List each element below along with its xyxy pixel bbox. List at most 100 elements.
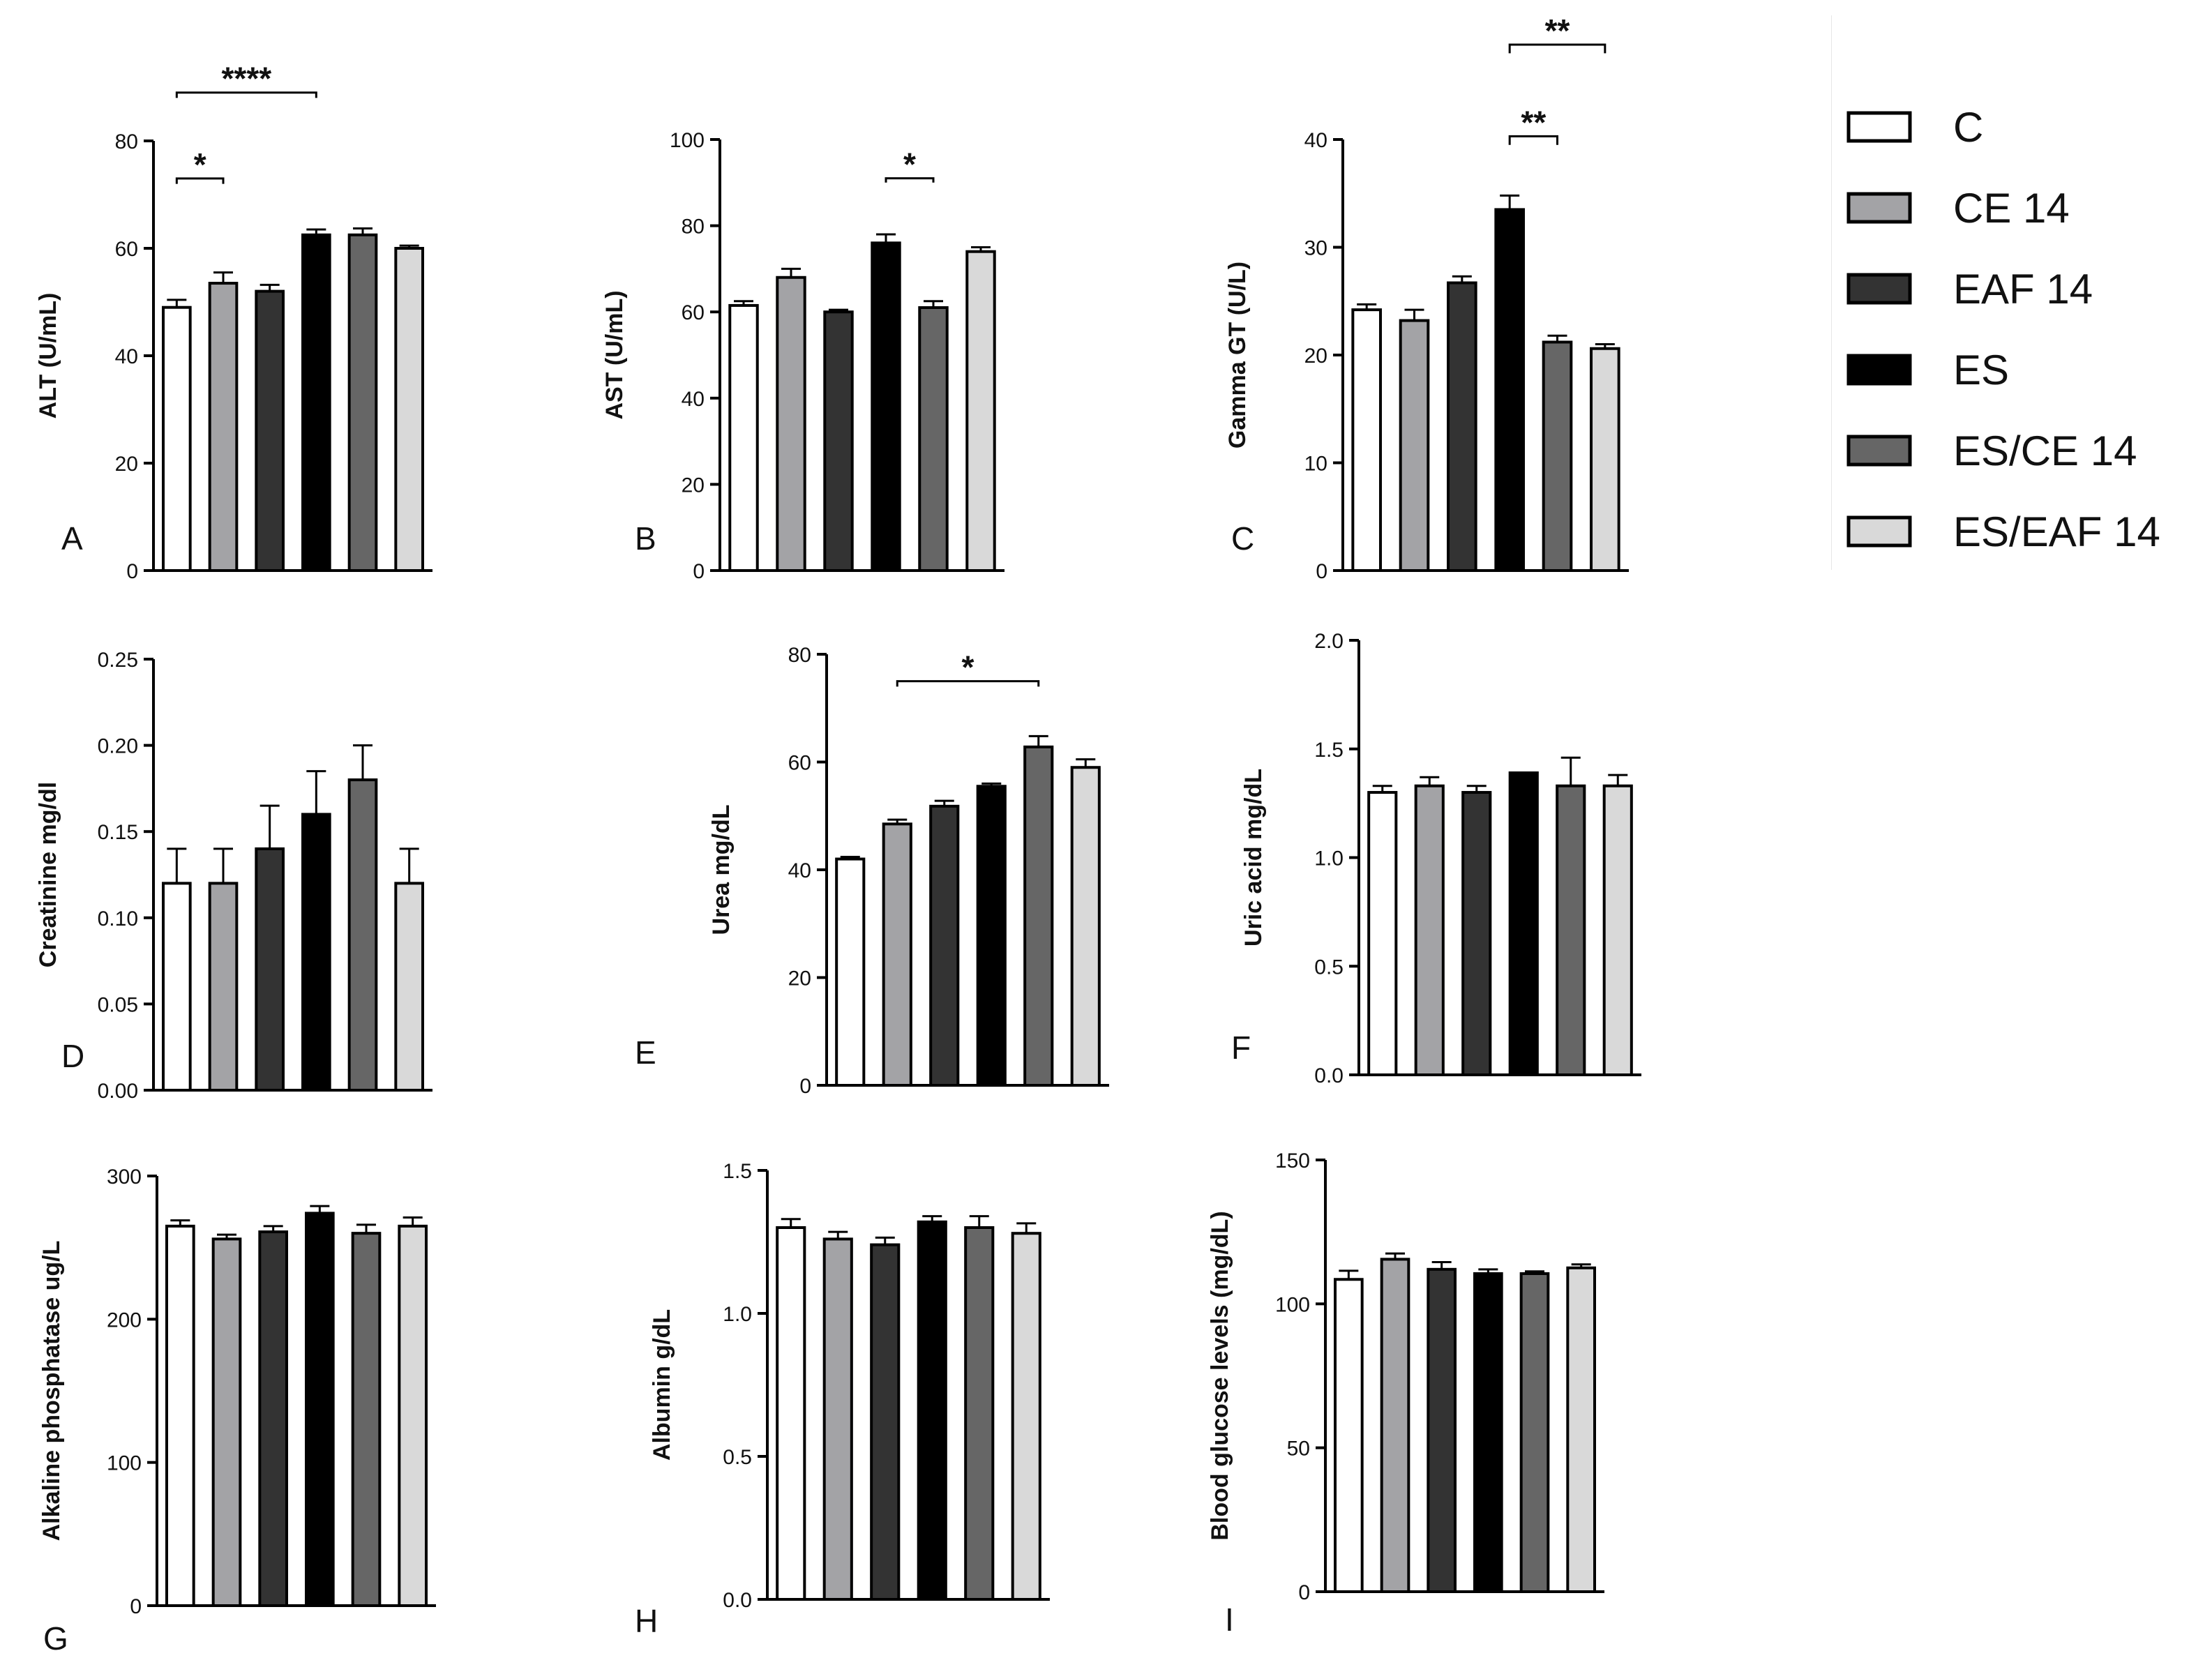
legend: C CE 14 EAF 14 ES ES/CE 14 ES/EAF 14: [1831, 15, 2160, 570]
bar: [1602, 784, 1633, 1076]
legend-label: CE 14: [1953, 185, 2070, 232]
legend-swatch: [1846, 515, 1912, 548]
y-tick-label: 0.25: [98, 649, 138, 672]
bar: [347, 233, 378, 572]
bar: [394, 882, 424, 1092]
bar: [1508, 771, 1539, 1076]
panel-f: 0.0 0.5 1.0 1.5 2.0 Uric acid mg/dL F: [1231, 630, 1641, 1087]
y-tick-label: 1.5: [723, 1160, 752, 1183]
y-axis-title: Uric acid mg/dL: [1240, 769, 1267, 947]
y-tick-label: 0.05: [98, 993, 138, 1016]
panel-letter: H: [635, 1603, 658, 1639]
panel-letter: I: [1225, 1601, 1234, 1638]
y-tick-label: 40: [788, 859, 811, 882]
panel-h: 0.0 0.5 1.0 1.5 Albumin g/dL H: [635, 1160, 1050, 1639]
y-tick-label: 100: [670, 129, 705, 152]
y-axis-title: Creatinine mg/dl: [35, 782, 61, 967]
y-tick-label: 0.15: [98, 821, 138, 844]
bar: [918, 306, 949, 572]
y-tick-label: 2.0: [1314, 630, 1344, 653]
bar: [882, 822, 912, 1087]
bar: [162, 306, 192, 572]
panel-e: 0 20 40 60 80 Urea mg/dL E *: [635, 644, 1109, 1098]
bar: [258, 1230, 289, 1607]
bar: [1519, 1272, 1550, 1593]
significance-label: **: [1521, 104, 1546, 140]
legend-label: ES/CE 14: [1953, 428, 2137, 474]
legend-label: EAF 14: [1953, 266, 2093, 312]
y-tick-label: 0.10: [98, 907, 138, 930]
bar: [162, 882, 192, 1092]
y-axis-title: Albumin g/dL: [649, 1309, 675, 1461]
bar: [301, 233, 331, 572]
y-axis-title: Blood glucose levels (mg/dL): [1207, 1211, 1233, 1540]
bar: [1590, 347, 1620, 572]
bar: [1380, 1258, 1410, 1593]
bar: [1542, 340, 1573, 572]
significance-label: **: [1545, 13, 1570, 49]
bar: [211, 1237, 242, 1607]
bar: [394, 247, 424, 572]
bar: [822, 1237, 853, 1601]
y-tick-label: 60: [115, 238, 138, 261]
y-tick-label: 0: [1298, 1581, 1310, 1604]
y-tick-label: 20: [682, 474, 705, 497]
y-tick-label: 20: [115, 453, 138, 476]
y-tick-label: 0.0: [1314, 1064, 1344, 1087]
y-axis-title: Urea mg/dL: [708, 804, 735, 935]
bar: [776, 276, 806, 572]
y-tick-label: 0: [799, 1075, 811, 1098]
bar: [347, 778, 378, 1092]
significance-label: ****: [222, 61, 272, 97]
significance-bracket: [885, 177, 935, 183]
bar: [1427, 1267, 1457, 1594]
y-tick-label: 40: [1304, 129, 1327, 152]
bar: [1461, 791, 1492, 1077]
bar: [1011, 1232, 1041, 1601]
bar: [1447, 281, 1477, 572]
y-tick-label: 80: [115, 130, 138, 153]
legend-swatch: [1846, 192, 1912, 224]
bar: [976, 785, 1007, 1087]
legend-swatch: [1846, 273, 1912, 305]
bar: [1399, 319, 1430, 572]
bar: [964, 1226, 995, 1601]
panel-letter: G: [43, 1620, 68, 1657]
bar: [965, 250, 996, 572]
y-axis-title: ALT (U/mL): [35, 293, 61, 419]
y-tick-label: 30: [1304, 237, 1327, 260]
y-tick-label: 10: [1304, 453, 1327, 476]
y-tick-label: 0.00: [98, 1080, 138, 1103]
y-tick-label: 100: [107, 1452, 142, 1475]
y-tick-label: 1.0: [723, 1303, 752, 1326]
bar: [351, 1232, 382, 1607]
bar: [1414, 784, 1445, 1076]
panel-i: 0 50 100 150 Blood glucose levels (mg/dL) I: [1207, 1149, 1604, 1638]
y-axis-title: Alkaline phosphatase ug/L: [38, 1241, 65, 1541]
bar: [208, 882, 239, 1092]
bar: [305, 1212, 335, 1608]
bar: [1473, 1272, 1503, 1593]
bar: [728, 303, 759, 572]
legend-swatch: [1846, 111, 1912, 143]
bar: [398, 1224, 428, 1608]
panel-b: 0 20 40 60 80 100 AST (U/mL) B *: [601, 129, 1005, 583]
panel-letter: C: [1231, 520, 1254, 557]
y-tick-label: 0: [130, 1595, 142, 1618]
panel-letter: F: [1231, 1030, 1251, 1066]
y-tick-label: 0.20: [98, 735, 138, 758]
bar: [823, 310, 854, 572]
bar: [870, 1243, 901, 1601]
bar: [208, 282, 239, 572]
y-tick-label: 0: [693, 560, 705, 583]
legend-separator: [1831, 15, 1832, 570]
y-tick-label: 100: [1275, 1293, 1310, 1316]
panel-d: 0.00 0.05 0.10 0.15 0.20 0.25 Creatinine mg/dl…: [35, 649, 432, 1103]
y-tick-label: 200: [107, 1309, 142, 1332]
bar: [1023, 745, 1054, 1087]
y-tick-label: 20: [1304, 345, 1327, 368]
y-tick-label: 0.0: [723, 1589, 752, 1612]
bar: [1070, 766, 1101, 1087]
